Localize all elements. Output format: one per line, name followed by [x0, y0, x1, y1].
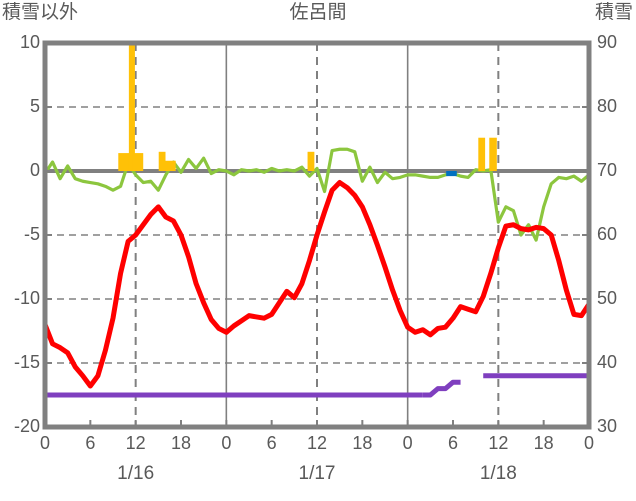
y-axis-left-tick-label: 5: [29, 96, 40, 116]
x-axis-tick-label: 0: [221, 433, 232, 453]
line-wind: [43, 147, 591, 242]
y-axis-left-tick-label: -5: [23, 224, 40, 244]
x-axis-tick-label: 6: [266, 433, 277, 453]
y-axis-right-tick-label: 40: [597, 352, 618, 372]
y-axis-left-tick-label: 10: [19, 32, 40, 52]
x-axis-tick-label: 0: [402, 433, 413, 453]
x-axis-tick-label: 18: [170, 433, 192, 453]
x-axis-tick-label: 6: [85, 433, 96, 453]
y-axis-right-tick-label: 60: [597, 224, 618, 244]
x-axis-day-label: 1/16: [117, 463, 155, 484]
y-axis-right-tick-label: 50: [597, 288, 618, 308]
chart-title: 佐呂間: [289, 2, 347, 23]
x-axis-tick-label: 12: [488, 433, 509, 453]
x-axis-tick-label: 0: [583, 433, 594, 453]
x-axis-day-label: 1/17: [298, 463, 336, 484]
x-axis-tick-label: 18: [352, 433, 373, 453]
left-axis-unit-label: 積雪以外: [2, 2, 79, 23]
line-snow_depth: [422, 379, 461, 398]
y-axis-left-tick-label: -15: [13, 352, 40, 372]
y-axis-right-tick-label: 80: [597, 96, 618, 116]
x-axis-tick-label: 12: [306, 433, 328, 453]
right-axis-unit-label: 積雪: [594, 2, 633, 23]
x-axis-day-label: 1/18: [479, 463, 517, 484]
bar-precipitation: [489, 137, 497, 171]
line-temperature: [42, 180, 592, 389]
bar-precipitation: [307, 151, 315, 171]
x-axis-tick-label: 0: [39, 433, 50, 453]
y-axis-right-tick-label: 30: [597, 416, 618, 436]
bar-precipitation: [118, 153, 131, 171]
bar-precipitation: [128, 44, 135, 171]
x-axis-tick-label: 6: [447, 433, 458, 453]
x-axis-tick-label: 18: [533, 433, 554, 453]
y-axis-left-tick-label: -10: [13, 288, 40, 308]
bar-precipitation: [132, 153, 144, 171]
y-axis-left-tick-label: -20: [13, 416, 40, 436]
y-axis-right-tick-label: 90: [597, 32, 618, 52]
y-axis-left-tick-label: 0: [29, 160, 40, 180]
bar-sunshine: [446, 171, 457, 177]
bar-precipitation: [478, 137, 486, 171]
series-layer: [42, 44, 592, 398]
bar-precipitation: [159, 160, 176, 171]
y-axis-right-tick-label: 70: [597, 160, 618, 180]
x-axis-tick-label: 12: [125, 433, 146, 453]
axis-ticks: [44, 106, 590, 427]
